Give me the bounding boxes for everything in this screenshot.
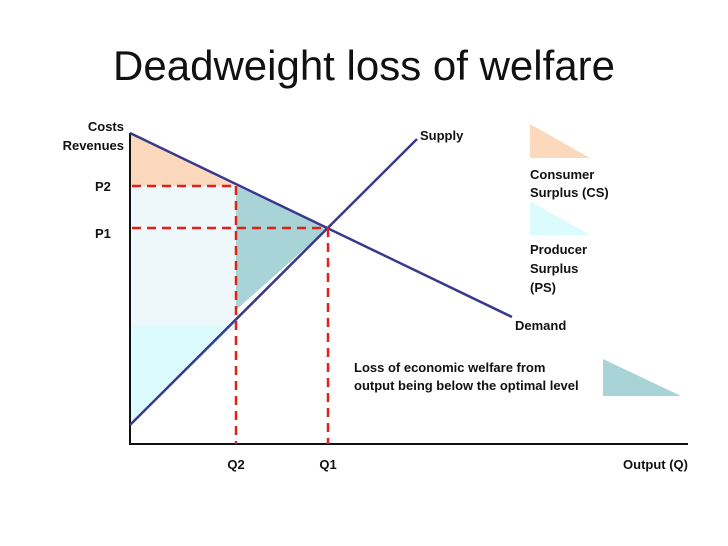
legend-deadweight-loss-line1: Loss of economic welfare from bbox=[354, 360, 545, 375]
demand-label: Demand bbox=[515, 318, 566, 333]
legend-deadweight-loss-line2: output being below the optimal level bbox=[354, 378, 579, 393]
demand-curve bbox=[129, 131, 513, 319]
deadweight-loss-area bbox=[236, 186, 328, 310]
q2-label: Q2 bbox=[227, 457, 244, 472]
page-title: Deadweight loss of welfare bbox=[113, 42, 615, 89]
y-axis-label-line1: Costs bbox=[88, 119, 124, 134]
x-axis-label: Output (Q) bbox=[623, 457, 688, 472]
transfer-area bbox=[130, 186, 236, 325]
p1-label: P1 bbox=[95, 226, 111, 241]
legend-consumer-surplus-line2: Surplus (CS) bbox=[530, 185, 609, 200]
legend-producer-surplus-line1: Producer bbox=[530, 242, 587, 257]
legend-consumer-surplus-swatch bbox=[530, 124, 590, 158]
y-axis-label-line2: Revenues bbox=[63, 138, 124, 153]
legend-producer-surplus-line2: Surplus bbox=[530, 261, 578, 276]
legend-producer-surplus-swatch bbox=[530, 201, 590, 235]
legend-deadweight-loss-swatch bbox=[603, 359, 681, 396]
supply-label: Supply bbox=[420, 128, 464, 143]
p2-label: P2 bbox=[95, 179, 111, 194]
supply-curve bbox=[129, 138, 418, 426]
legend-producer-surplus-line3: (PS) bbox=[530, 280, 556, 295]
q1-label: Q1 bbox=[319, 457, 336, 472]
legend-consumer-surplus-line1: Consumer bbox=[530, 167, 594, 182]
